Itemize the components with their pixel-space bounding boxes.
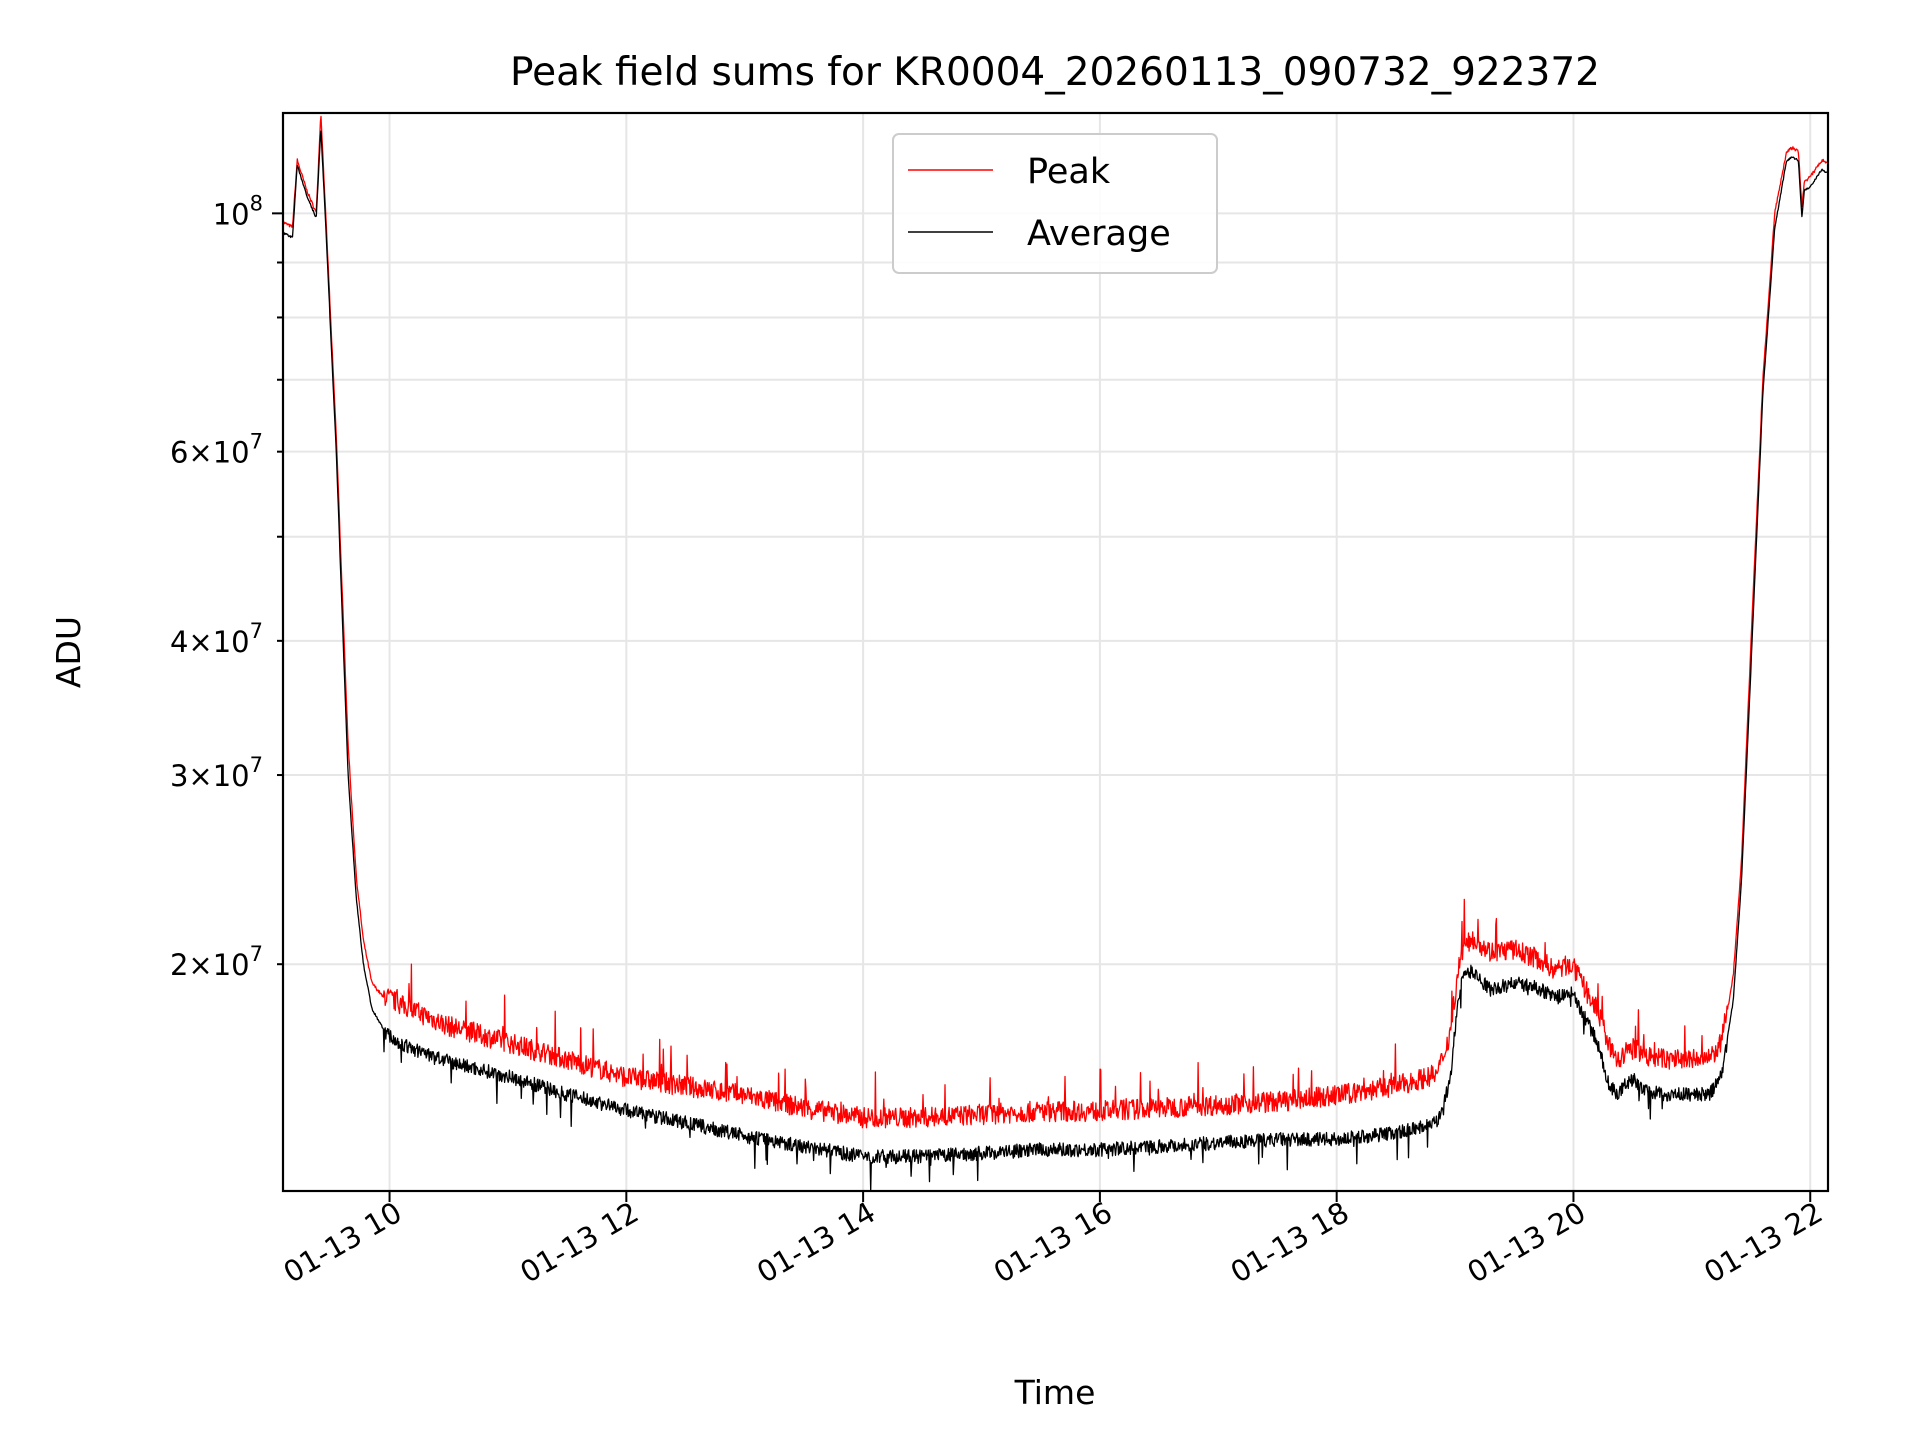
legend-label-peak: Peak	[1027, 152, 1111, 192]
series-line-peak	[282, 115, 1829, 1129]
y-tick-mantissa: 4	[170, 625, 188, 659]
y-tick-mantissa: 6	[170, 436, 188, 470]
y-tick-exponent: 7	[250, 619, 263, 643]
y-tick-exponent: 7	[250, 753, 263, 777]
legend: Peak Average	[892, 133, 1218, 274]
y-tick-times: ×	[188, 948, 212, 982]
y-tick-label: 2×107	[170, 942, 263, 982]
y-tick-mantissa: 3	[170, 759, 188, 793]
y-tick-label: 3×107	[170, 753, 263, 793]
y-tick-base: 10	[213, 625, 250, 659]
y-tick-base: 10	[213, 197, 250, 231]
legend-box	[892, 133, 1218, 274]
y-tick-times: ×	[188, 436, 212, 470]
y-tick-base: 10	[213, 759, 250, 793]
series-line-average	[282, 130, 1829, 1192]
legend-label-average: Average	[1027, 214, 1171, 254]
y-tick-mantissa: 2	[170, 948, 188, 982]
y-tick-exponent: 8	[250, 191, 263, 215]
y-axis-label: ADU	[49, 616, 88, 688]
chart-title: Peak field sums for KR0004_20260113_0907…	[510, 50, 1600, 95]
y-tick-label: 6×107	[170, 430, 263, 470]
y-tick-exponent: 7	[250, 942, 263, 966]
y-tick-label: 4×107	[170, 619, 263, 659]
y-tick-label: 108	[213, 191, 263, 231]
x-axis-label: Time	[1014, 1373, 1096, 1412]
series-layer	[282, 115, 1829, 1192]
y-tick-times: ×	[188, 759, 212, 793]
grid-lines	[283, 113, 1828, 1191]
y-tick-times: ×	[188, 625, 212, 659]
y-tick-base: 10	[213, 948, 250, 982]
plot-area-frame	[281, 111, 1830, 1193]
y-tick-exponent: 7	[250, 430, 263, 454]
y-tick-base: 10	[213, 436, 250, 470]
